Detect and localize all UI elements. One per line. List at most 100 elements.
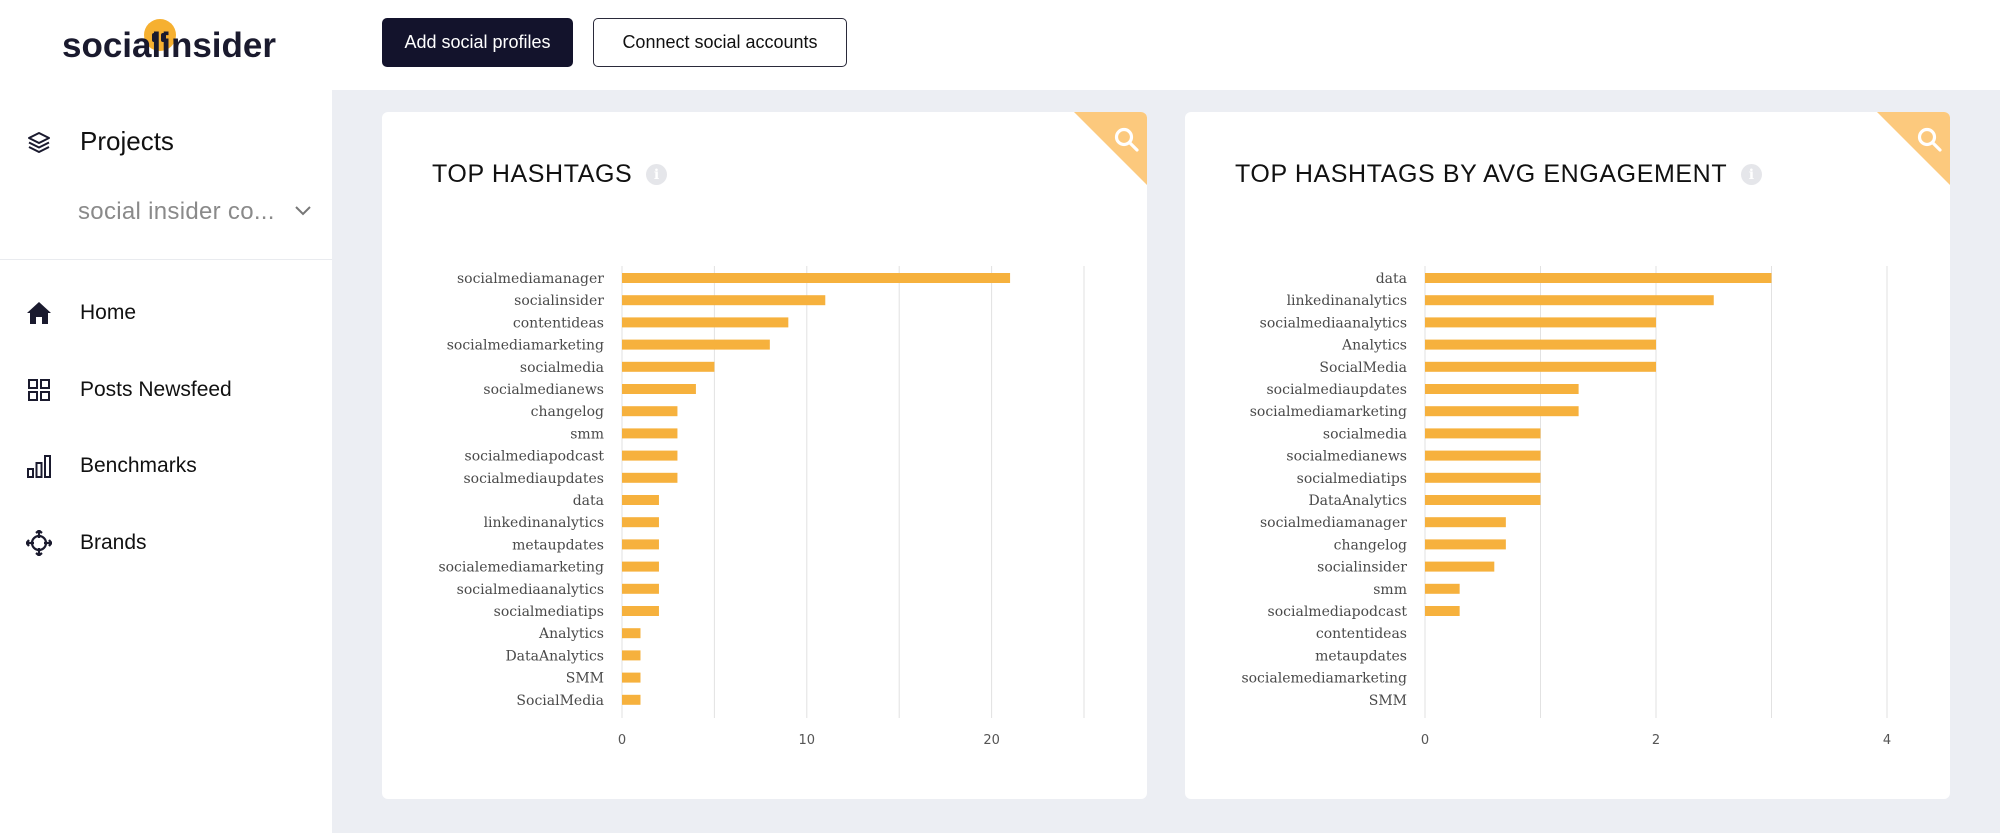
- bar[interactable]: [622, 406, 678, 417]
- top-bar: [332, 0, 2000, 90]
- search-icon[interactable]: [1916, 126, 1944, 159]
- sidebar-item-posts-newsfeed[interactable]: Posts Newsfeed: [26, 377, 232, 403]
- top-hashtags-chart: socialmediamanager socialinsider contentid…: [438, 266, 1085, 748]
- category-label: Analytics: [1341, 338, 1407, 354]
- projects-link[interactable]: Projects: [26, 126, 174, 157]
- bar[interactable]: [622, 561, 659, 572]
- x-tick-label: 10: [799, 733, 816, 748]
- category-label: DataAnalytics: [505, 648, 604, 664]
- category-label: socialmediamanager: [1260, 515, 1407, 531]
- connect-social-accounts-button[interactable]: Connect social accounts: [593, 18, 847, 67]
- category-label: metaupdates: [512, 537, 604, 553]
- bar[interactable]: [1425, 339, 1656, 350]
- bar[interactable]: [622, 539, 659, 550]
- category-label: socialmediamarketing: [447, 338, 604, 354]
- bar[interactable]: [1425, 273, 1772, 283]
- chart-title: TOP HASHTAGS BY AVG ENGAGEMENT: [1235, 160, 1728, 188]
- category-label: changelog: [1334, 537, 1407, 553]
- bar[interactable]: [622, 694, 641, 705]
- bar[interactable]: [1425, 495, 1541, 505]
- bar[interactable]: [622, 317, 789, 328]
- bar[interactable]: [1425, 384, 1579, 394]
- category-label: socialmediapodcast: [465, 449, 605, 465]
- x-tick-label: 2: [1652, 733, 1660, 748]
- bar[interactable]: [622, 650, 641, 661]
- sidebar-item-home[interactable]: Home: [26, 300, 136, 326]
- logo-mark: [144, 19, 176, 51]
- category-label: socialmediamarketing: [1250, 404, 1407, 420]
- bar[interactable]: [1425, 561, 1495, 572]
- bar[interactable]: [622, 472, 678, 483]
- chart-title: TOP HASHTAGS: [432, 160, 633, 188]
- bar[interactable]: [622, 628, 641, 639]
- category-label: DataAnalytics: [1308, 493, 1407, 509]
- projects-label: Projects: [80, 126, 174, 156]
- category-label: socialmedianews: [1286, 449, 1407, 465]
- bar[interactable]: [622, 428, 678, 439]
- sidebar-item-benchmarks[interactable]: Benchmarks: [26, 453, 197, 479]
- bar[interactable]: [1425, 539, 1506, 550]
- category-label: socialmediapodcast: [1268, 604, 1408, 620]
- info-icon[interactable]: i: [1741, 164, 1763, 185]
- project-dropdown[interactable]: social insider co...: [78, 198, 311, 226]
- sidebar-item-brands[interactable]: Brands: [26, 530, 147, 556]
- category-label: socialmedia: [1323, 426, 1407, 442]
- bar[interactable]: [622, 384, 696, 394]
- category-label: contentideas: [1316, 626, 1407, 642]
- category-label: socialemediamarketing: [1241, 671, 1407, 687]
- info-icon[interactable]: i: [646, 164, 668, 185]
- bar[interactable]: [622, 495, 659, 505]
- category-label: SocialMedia: [1319, 360, 1407, 376]
- category-label: changelog: [531, 404, 604, 420]
- category-label: SMM: [1369, 693, 1407, 709]
- category-label: Analytics: [538, 626, 604, 642]
- category-label: socialmediatips: [494, 604, 604, 620]
- bar-chart-icon: [26, 453, 52, 479]
- bar[interactable]: [1425, 450, 1541, 461]
- search-icon[interactable]: [1113, 126, 1141, 159]
- bar[interactable]: [1425, 295, 1714, 306]
- bar[interactable]: [622, 295, 826, 306]
- bar[interactable]: [622, 672, 641, 683]
- bar[interactable]: [1425, 517, 1506, 528]
- sidebar-item-label: Benchmarks: [80, 454, 197, 477]
- top-hashtags-by-engagement-card: data linkedinanalytics socialmediaanalytic…: [1185, 112, 1950, 799]
- sidebar: socialinsider Projects social insider co…: [0, 0, 332, 833]
- chevron-down-icon: [295, 203, 311, 221]
- card-title: TOP HASHTAGS BY AVG ENGAGEMENT i: [1235, 160, 1763, 189]
- bar[interactable]: [622, 361, 715, 372]
- add-social-profiles-button[interactable]: Add social profiles: [382, 18, 573, 67]
- bar[interactable]: [622, 583, 659, 594]
- x-tick-label: 4: [1883, 733, 1891, 748]
- category-label: socialmediaanalytics: [1260, 315, 1407, 331]
- top-hashtags-card: socialmediamanager socialinsider contentid…: [382, 112, 1147, 799]
- bar[interactable]: [622, 339, 770, 350]
- project-select-value: social insider co...: [78, 198, 275, 225]
- category-label: SocialMedia: [516, 693, 604, 709]
- bar[interactable]: [622, 606, 659, 616]
- category-label: socialemediamarketing: [438, 560, 604, 576]
- crosshair-icon: [26, 530, 52, 556]
- bar[interactable]: [1425, 406, 1579, 417]
- category-label: contentideas: [513, 315, 604, 331]
- bar[interactable]: [1425, 583, 1460, 594]
- bar[interactable]: [1425, 428, 1541, 439]
- category-label: socialmediaupdates: [464, 471, 605, 487]
- category-label: smm: [570, 426, 604, 442]
- bar[interactable]: [622, 517, 659, 528]
- x-tick-label: 0: [1421, 733, 1429, 748]
- category-label: socialmediatips: [1297, 471, 1407, 487]
- bar[interactable]: [1425, 361, 1656, 372]
- category-label: linkedinanalytics: [484, 515, 604, 531]
- bar[interactable]: [1425, 472, 1541, 483]
- bar[interactable]: [1425, 606, 1460, 616]
- category-label: data: [573, 493, 604, 509]
- category-label: socialinsider: [1317, 560, 1407, 576]
- category-label: socialmedia: [520, 360, 604, 376]
- bar[interactable]: [1425, 317, 1656, 328]
- sidebar-item-label: Posts Newsfeed: [80, 378, 232, 401]
- logo[interactable]: socialinsider: [62, 26, 276, 65]
- bar[interactable]: [622, 450, 678, 461]
- category-label: socialmedianews: [483, 382, 604, 398]
- bar[interactable]: [622, 273, 1011, 283]
